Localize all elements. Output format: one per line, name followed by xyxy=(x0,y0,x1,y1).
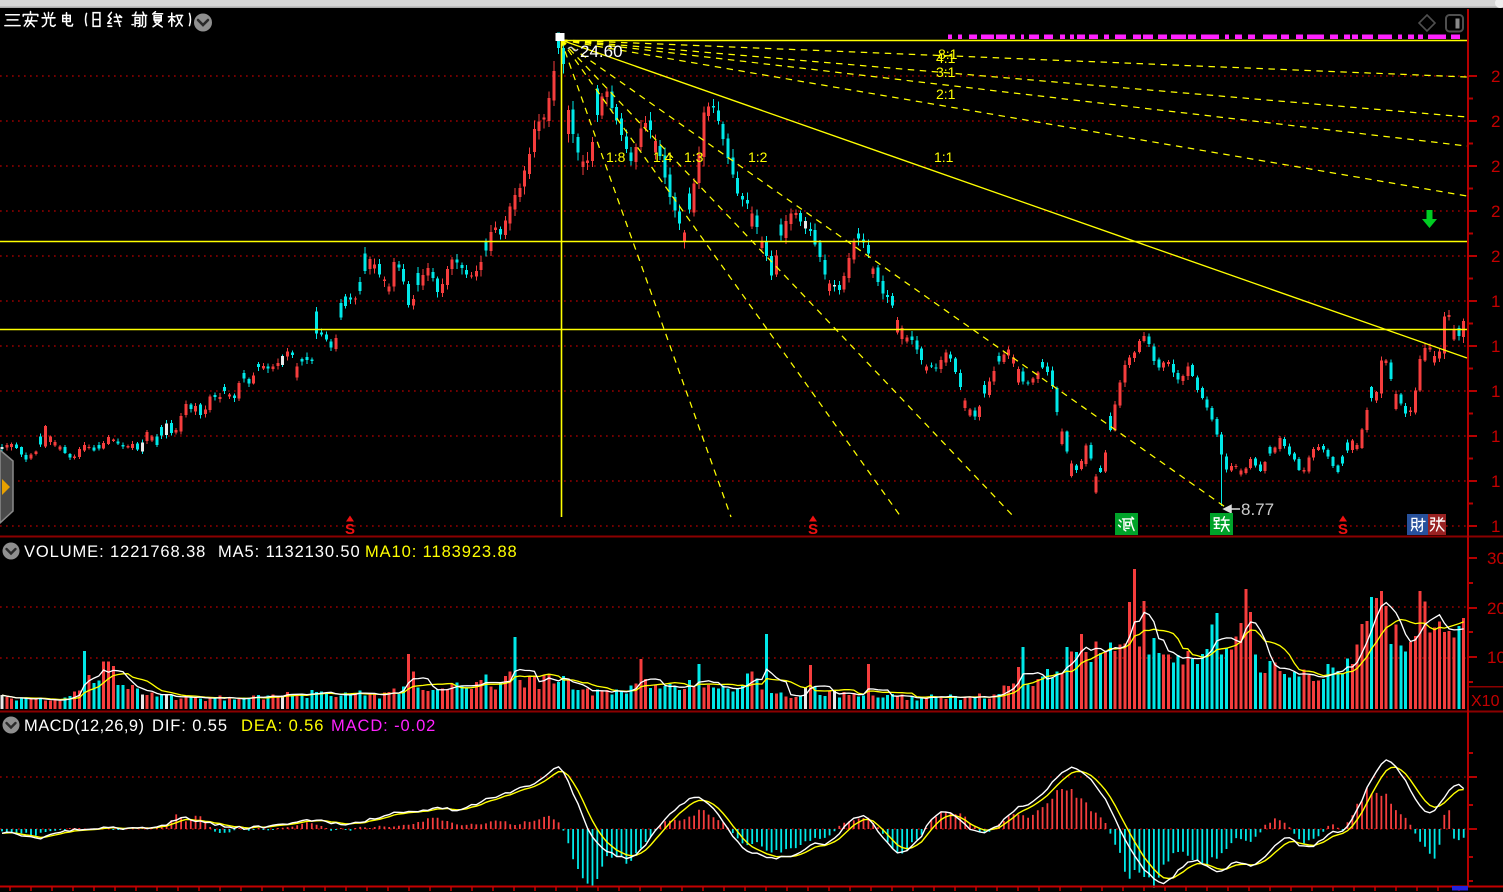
svg-text:24.60: 24.60 xyxy=(580,42,623,61)
svg-text:MACD(12,26,9): MACD(12,26,9) xyxy=(24,717,144,735)
svg-text:2: 2 xyxy=(1491,157,1500,176)
svg-text:DEA: 0.56: DEA: 0.56 xyxy=(241,717,324,735)
svg-text:1:2: 1:2 xyxy=(748,149,768,165)
svg-text:1:4: 1:4 xyxy=(653,149,673,165)
svg-text:10: 10 xyxy=(1487,648,1503,667)
svg-text:20: 20 xyxy=(1487,599,1503,618)
svg-text:VOLUME: 1221768.38: VOLUME: 1221768.38 xyxy=(24,543,206,561)
svg-text:2:1: 2:1 xyxy=(936,86,956,102)
svg-text:S: S xyxy=(345,521,355,538)
svg-text:1: 1 xyxy=(1491,427,1500,446)
svg-text:MA5: 1132130.50: MA5: 1132130.50 xyxy=(218,543,361,561)
svg-text:2: 2 xyxy=(1491,247,1500,266)
svg-text:1:8: 1:8 xyxy=(606,149,626,165)
svg-text:1: 1 xyxy=(1491,517,1500,536)
svg-text:S: S xyxy=(1338,521,1348,538)
svg-text:X10: X10 xyxy=(1471,693,1500,710)
svg-text:1:3: 1:3 xyxy=(684,149,704,165)
svg-text:MA10: 1183923.88: MA10: 1183923.88 xyxy=(365,543,518,561)
svg-text:2: 2 xyxy=(1491,67,1500,86)
svg-text:4:1: 4:1 xyxy=(936,50,956,66)
svg-text:30: 30 xyxy=(1487,549,1503,568)
svg-text:1: 1 xyxy=(1491,382,1500,401)
svg-text:3:1: 3:1 xyxy=(936,64,956,80)
svg-text:1: 1 xyxy=(1491,337,1500,356)
svg-text:1:1: 1:1 xyxy=(934,149,954,165)
svg-text:DIF: 0.55: DIF: 0.55 xyxy=(152,717,228,735)
svg-text:1: 1 xyxy=(1491,472,1500,491)
svg-text:8:1: 8:1 xyxy=(938,46,958,62)
svg-text:S: S xyxy=(808,521,818,538)
svg-text:2: 2 xyxy=(1491,112,1500,131)
svg-text:1: 1 xyxy=(1491,292,1500,311)
svg-text:2: 2 xyxy=(1491,202,1500,221)
svg-text:MACD: -0.02: MACD: -0.02 xyxy=(331,717,436,735)
svg-text:8.77: 8.77 xyxy=(1241,500,1274,519)
